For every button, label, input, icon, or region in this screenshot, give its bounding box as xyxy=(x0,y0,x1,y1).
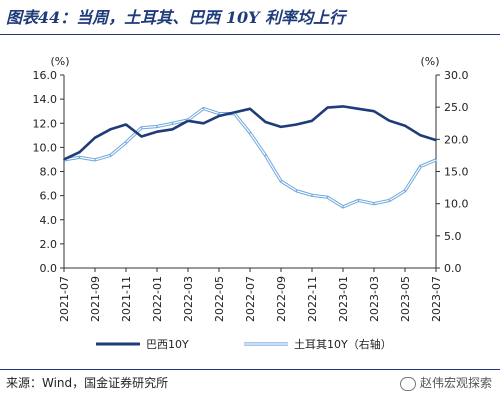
series-brazil-10y-point xyxy=(435,139,437,141)
series-turkey-10y-point xyxy=(435,159,437,161)
series-brazil-10y-point xyxy=(78,151,81,153)
series-turkey-10y-point xyxy=(233,112,236,115)
y-left-tick-label: 14.0 xyxy=(33,93,58,106)
chart-title: 图表44：当周，土耳其、巴西 10Y 利率均上行 xyxy=(6,8,346,27)
y-right-tick-label: 25.0 xyxy=(444,101,469,114)
wechat-icon xyxy=(399,376,416,391)
y-left-tick-label: 2.0 xyxy=(40,238,58,251)
series-turkey-10y-point xyxy=(218,112,220,115)
series-brazil-10y-point xyxy=(388,120,391,122)
series-turkey-10y-point xyxy=(342,206,344,208)
series-turkey-10y-point xyxy=(140,126,143,129)
series-brazil-10y-point xyxy=(311,120,313,122)
x-tick-label: 2022-03 xyxy=(182,276,195,322)
series-turkey-10y-point xyxy=(388,199,391,202)
x-tick-label: 2023-05 xyxy=(399,276,412,322)
series-turkey-10y-point xyxy=(311,194,313,197)
source-note: 来源：Wind，国金证券研究所 xyxy=(6,376,169,390)
watermark-label: 赵伟宏观探索 xyxy=(419,376,492,390)
title-rule xyxy=(0,34,500,35)
series-brazil-10y-point xyxy=(280,126,282,128)
series-brazil-10y-point xyxy=(156,130,158,133)
series-brazil-10y-point xyxy=(94,136,96,139)
series-turkey-10y-point xyxy=(94,159,96,161)
line-chart: 0.02.04.06.08.010.012.014.016.0(%)0.05.0… xyxy=(33,55,469,351)
series-brazil-10y-point xyxy=(404,124,406,127)
source-rule xyxy=(0,369,500,370)
series-brazil-10y-point xyxy=(419,134,422,137)
series-turkey-10y-point xyxy=(171,122,174,125)
y-left-unit: (%) xyxy=(50,55,69,68)
y-left-tick-label: 6.0 xyxy=(40,190,58,203)
y-left-tick-label: 4.0 xyxy=(40,214,58,227)
series-brazil-10y-point xyxy=(373,110,375,112)
series-turkey-10y-point xyxy=(125,141,127,144)
series-brazil-10y-point xyxy=(295,123,298,126)
series-turkey-10y-point xyxy=(78,156,81,159)
y-right-tick-label: 15.0 xyxy=(444,166,469,179)
x-tick-label: 2022-05 xyxy=(213,276,226,322)
series-turkey-10y-line xyxy=(63,106,437,209)
x-tick-label: 2022-01 xyxy=(151,276,164,322)
series-brazil-10y-point xyxy=(233,111,236,114)
x-tick-label: 2022-11 xyxy=(306,276,319,322)
series-brazil-10y-point xyxy=(171,128,174,131)
y-right-tick-label: 10.0 xyxy=(444,198,469,211)
y-right-tick-label: 20.0 xyxy=(444,133,469,146)
series-turkey-10y-point xyxy=(419,165,422,168)
x-tick-label: 2023-07 xyxy=(430,276,443,322)
series-turkey-10y-point xyxy=(357,199,360,202)
y-right-tick-label: 5.0 xyxy=(444,230,462,243)
series-turkey-10y-point xyxy=(202,107,205,110)
series-brazil-10y-point xyxy=(187,120,189,122)
series-brazil-10y-point xyxy=(264,121,267,123)
x-tick-label: 2023-03 xyxy=(368,276,381,322)
series-brazil-10y-point xyxy=(326,106,329,109)
series-brazil-10y-point xyxy=(125,123,127,126)
legend-brazil-label: 巴西10Y xyxy=(146,338,189,351)
y-right-unit: (%) xyxy=(420,55,439,68)
watermark: 赵伟宏观探索 xyxy=(399,372,492,394)
series-turkey-10y-point xyxy=(404,190,406,192)
series-brazil-10y-point xyxy=(63,158,65,161)
y-left-tick-label: 12.0 xyxy=(33,117,58,130)
series-turkey-10y-point xyxy=(280,180,282,182)
series-turkey-10y-point xyxy=(326,196,329,199)
x-tick-label: 2022-09 xyxy=(275,276,288,322)
series-turkey-10y-point xyxy=(249,132,251,134)
legend-turkey-label: 土耳其10Y（右轴） xyxy=(294,337,392,351)
series-turkey-10y-point xyxy=(295,190,298,192)
series-brazil-10y-point xyxy=(342,105,344,108)
series-brazil-10y-point xyxy=(249,107,251,110)
x-tick-label: 2021-07 xyxy=(58,276,71,322)
x-tick-label: 2023-01 xyxy=(337,276,350,322)
series-turkey-10y-point xyxy=(264,154,267,157)
series-brazil-10y-point xyxy=(357,107,360,110)
series-brazil-10y-point xyxy=(140,135,143,138)
series-turkey-10y-point xyxy=(156,125,158,128)
y-left-tick-label: 0.0 xyxy=(40,262,58,275)
series-brazil-10y-point xyxy=(218,115,220,117)
y-right-tick-label: 0.0 xyxy=(444,262,462,275)
series-brazil-10y-point xyxy=(109,128,112,131)
series-turkey-10y-inner xyxy=(63,107,437,208)
series-turkey-10y-point xyxy=(109,154,112,157)
x-tick-label: 2022-07 xyxy=(244,276,257,322)
y-right-tick-label: 30.0 xyxy=(444,69,469,82)
x-tick-label: 2021-09 xyxy=(89,276,102,322)
series-turkey-10y-point xyxy=(373,202,375,205)
series-brazil-10y-point xyxy=(202,122,205,125)
x-tick-label: 2021-11 xyxy=(120,276,133,322)
y-left-tick-label: 10.0 xyxy=(33,141,58,154)
y-left-tick-label: 16.0 xyxy=(33,69,58,82)
y-left-tick-label: 8.0 xyxy=(40,166,58,179)
